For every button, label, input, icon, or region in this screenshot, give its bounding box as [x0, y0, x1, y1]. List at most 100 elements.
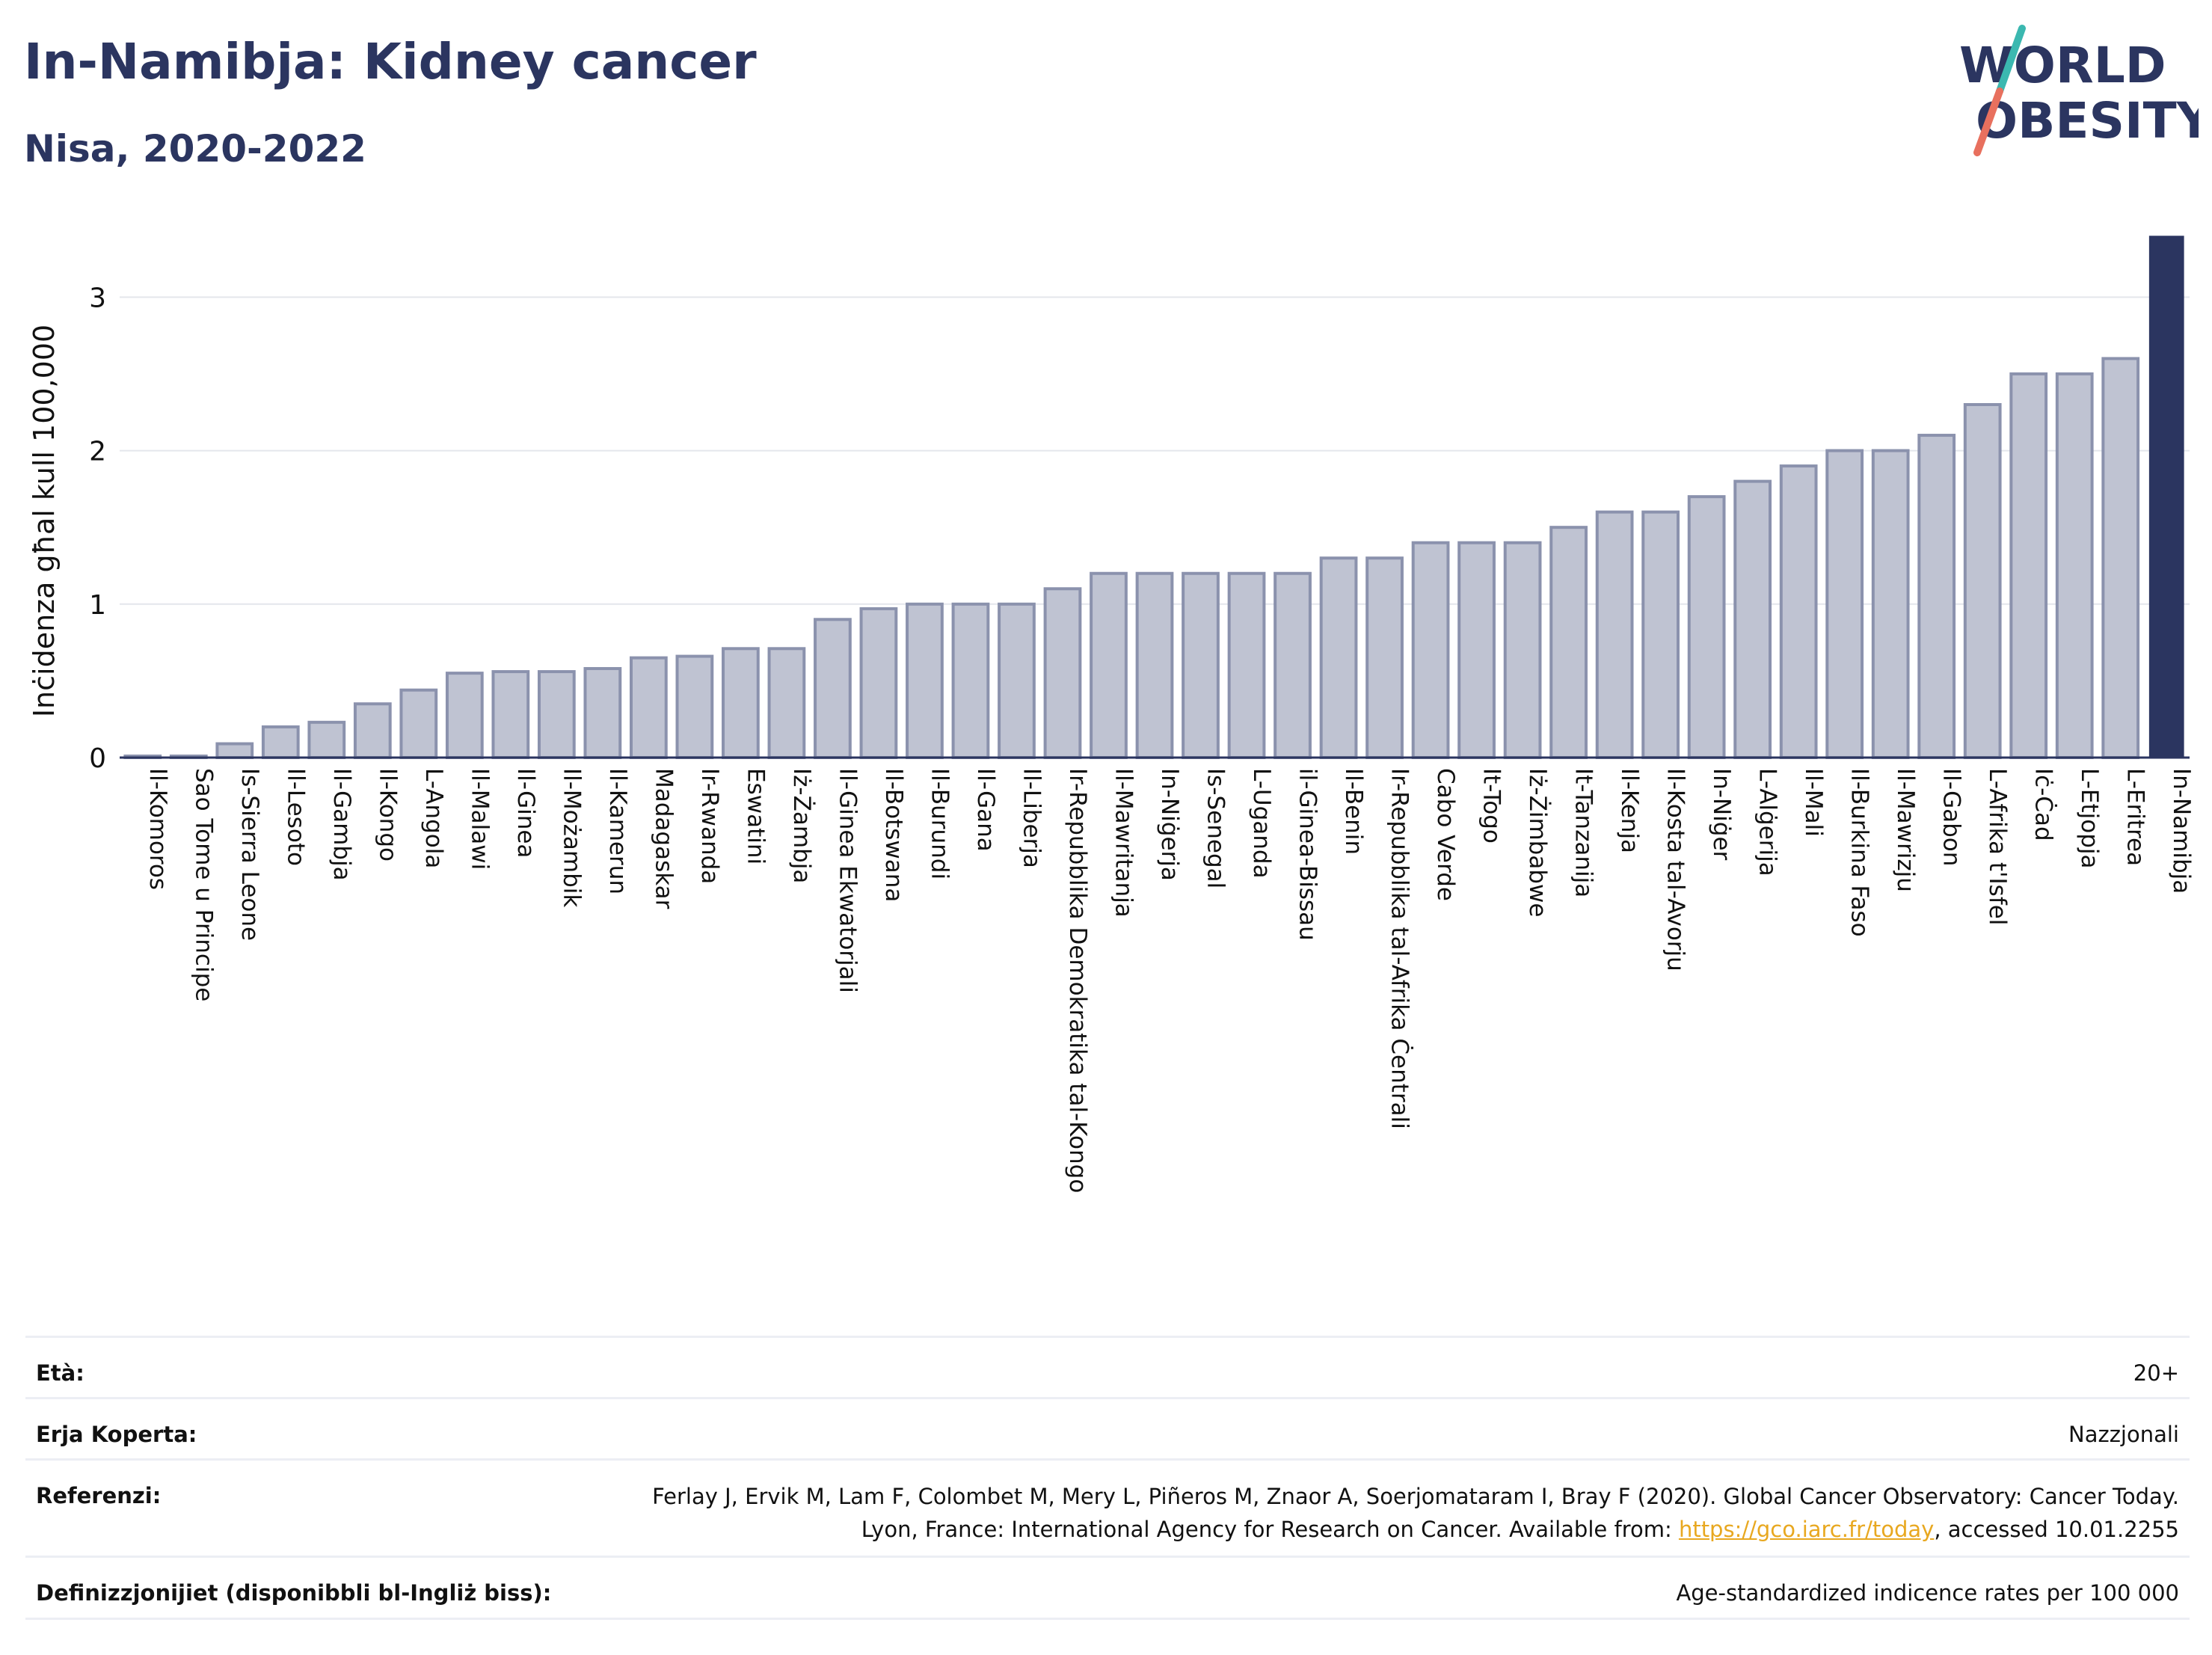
bars	[123, 236, 2184, 760]
bar	[2148, 236, 2184, 758]
y-tick-label: 3	[89, 283, 106, 313]
x-tick-label: L-Uganda	[1248, 768, 1275, 879]
x-tick-label: Il-Kamerun	[604, 768, 631, 894]
x-tick-label: It-Togo	[1478, 768, 1505, 844]
bar	[583, 666, 622, 760]
bar	[906, 602, 944, 759]
bar	[998, 602, 1036, 759]
x-tick-label: Il-Kosta tal-Avorju	[1662, 768, 1689, 971]
x-tick-label: Is-Sierra Leone	[236, 768, 263, 941]
bar	[951, 602, 990, 759]
bar	[1090, 571, 1128, 759]
bar	[1687, 495, 1726, 759]
x-tick-label: Il-Benin	[1340, 768, 1367, 855]
bar	[445, 672, 484, 759]
age-value: 20+	[2133, 1360, 2179, 1386]
x-tick-label: Il-Liberja	[1018, 768, 1045, 868]
bar	[1549, 526, 1588, 759]
bar	[537, 670, 576, 759]
bar	[1411, 541, 1450, 760]
bar	[353, 702, 392, 759]
bar	[1733, 479, 1772, 759]
references-text: Ferlay J, Ervik M, Lam F, Colombet M, Me…	[609, 1480, 2179, 1546]
bar	[1365, 556, 1404, 760]
logo-slash-coral	[1973, 87, 2003, 156]
x-tick-label: Ir-Rwanda	[696, 768, 723, 884]
references-label: Referenzi:	[36, 1483, 162, 1508]
chart-subtitle: Nisa, 2020-2022	[24, 127, 366, 171]
bar	[1227, 571, 1266, 759]
bar	[722, 647, 760, 759]
x-tick-label: L-Alġerija	[1754, 768, 1781, 876]
x-tick-label: il-Ginea-Bissau	[1294, 768, 1321, 941]
bar-chart: 0 1 2 3 Il-Komoros Sao Tome u Principe Is-Sie…	[28, 236, 2195, 1193]
bar	[1319, 556, 1358, 760]
x-tick-label: Il-Możambik	[558, 768, 585, 907]
x-tick-label: Iċ-Ċad	[2030, 768, 2058, 841]
x-tick-label: Il-Kenja	[1616, 768, 1643, 853]
bar	[1135, 571, 1174, 759]
x-tick-label: In-Namibja	[2168, 768, 2195, 894]
bar	[767, 647, 806, 759]
reference-citation: Ferlay J, Ervik M, Lam F, Colombet M, Me…	[652, 1484, 2179, 1542]
area-value: Nazzjonali	[2068, 1422, 2179, 1447]
bar	[1779, 464, 1818, 760]
meta-row-references: Referenzi: Ferlay J, Ervik M, Lam F, Col…	[25, 1458, 2190, 1556]
logo-line1: WORLD	[1959, 37, 2166, 94]
bar	[1274, 571, 1312, 759]
meta-row-area: Erja Koperta: Nazzjonali	[25, 1397, 2190, 1459]
bar	[675, 654, 714, 759]
x-tick-label: It-Tanzanija	[1570, 768, 1597, 897]
x-tick-label: Il-Mawrizju	[1892, 768, 1919, 892]
x-tick-label: Eswatini	[742, 768, 769, 865]
chart-title: In-Namibja: Kidney cancer	[24, 33, 757, 90]
meta-row-definitions: Definizzjonijiet (disponibbli bl-Ingliż …	[25, 1556, 2190, 1620]
x-tick-label: L-Angola	[420, 768, 447, 868]
meta-row-age: Età: 20+	[25, 1336, 2190, 1398]
y-tick-label: 0	[89, 743, 106, 774]
definitions-label: Definizzjonijiet (disponibbli bl-Ingliż …	[36, 1580, 552, 1606]
x-tick-label: Il-Mawritanja	[1110, 768, 1137, 918]
reference-link[interactable]: https://gco.iarc.fr/today	[1678, 1517, 1935, 1542]
x-tick-label: Il-Komoros	[144, 768, 171, 890]
x-tick-label: Cabo Verde	[1432, 768, 1459, 901]
x-tick-labels: Il-Komoros Sao Tome u Principe Is-Sierra L…	[144, 768, 2195, 1193]
x-tick-label: Il-Burkina Faso	[1846, 768, 1873, 937]
y-tick-label: 1	[89, 590, 106, 621]
x-tick-label: Madagaskar	[650, 768, 677, 909]
x-tick-label: Il-Burundi	[926, 768, 953, 879]
reference-accessed: , accessed 10.01.2255	[1934, 1517, 2179, 1542]
x-tick-label: Is-Senegal	[1202, 768, 1229, 888]
bar	[630, 656, 668, 760]
x-tick-label: Ir-Repubblika Demokratika tal-Kongo	[1064, 768, 1091, 1193]
age-label: Età:	[36, 1360, 85, 1386]
x-tick-label: Il-Gambja	[328, 768, 355, 881]
bar	[2101, 357, 2140, 760]
x-tick-label: L-Etjopja	[2076, 768, 2103, 869]
x-tick-label: Iż-Żimbabwe	[1524, 768, 1551, 917]
bar	[399, 688, 438, 759]
area-label: Erja Koperta:	[36, 1422, 197, 1447]
bar	[1595, 510, 1634, 759]
logo-slash-teal	[1996, 25, 2026, 95]
bar	[1457, 541, 1496, 760]
x-tick-label: Il-Ginea	[512, 768, 539, 858]
bar	[1917, 434, 1956, 759]
bar	[307, 720, 346, 759]
x-tick-label: In-Niġer	[1708, 768, 1735, 861]
y-axis-label: Inċidenza għal kull 100,000	[28, 325, 61, 717]
x-tick-label: Il-Malawi	[466, 768, 493, 870]
bar	[1043, 587, 1082, 759]
bar	[1871, 449, 1910, 760]
y-tick-labels: 0 1 2 3	[89, 283, 106, 774]
x-tick-label: Iż-Żambja	[788, 768, 815, 883]
bar	[2055, 372, 2094, 759]
x-tick-label: Il-Lesoto	[282, 768, 309, 866]
bar	[2009, 372, 2048, 759]
x-tick-label: Sao Tome u Principe	[190, 768, 217, 1001]
bar	[215, 742, 254, 760]
x-tick-label: L-Eritrea	[2122, 768, 2149, 866]
bar	[1963, 403, 2002, 759]
x-tick-label: Il-Kongo	[374, 768, 401, 862]
bar	[1182, 571, 1220, 759]
